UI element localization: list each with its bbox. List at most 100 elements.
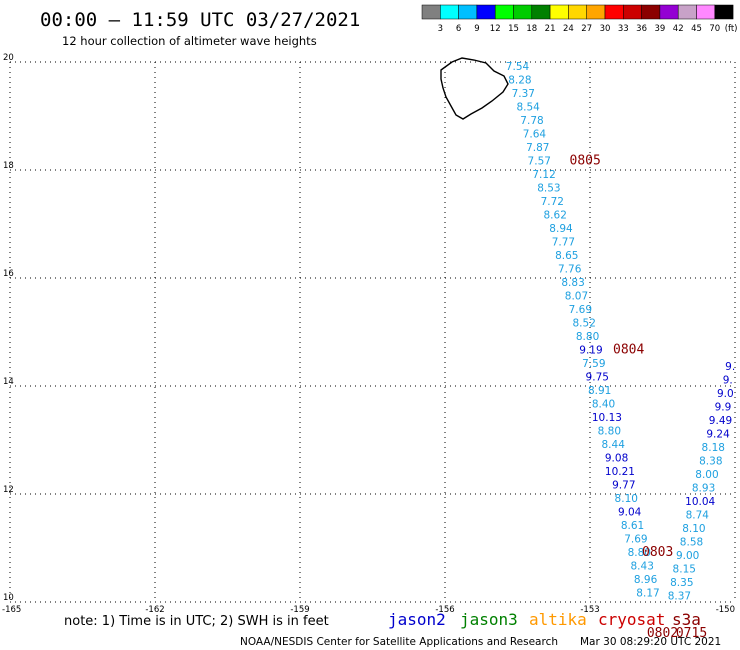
chart-subtitle: 12 hour collection of altimeter wave hei… (62, 34, 317, 48)
wave-height-point: 9.19 (579, 345, 602, 357)
satellite-legend: jason2 jason3 altika cryosat s3a (388, 610, 701, 629)
y-tick-label: 10 (3, 593, 14, 603)
color-swatch-label: 45 (691, 24, 702, 34)
wave-height-point: 7.54 (506, 61, 530, 73)
y-axis-ticks: 10 12 14 16 18 20 (3, 53, 14, 603)
color-swatch-label: 12 (490, 24, 501, 34)
color-swatch (513, 4, 533, 20)
satellite-name-cryosat: cryosat (598, 610, 665, 629)
wave-height-point: 8.28 (508, 75, 531, 87)
wave-height-point: 8.65 (555, 250, 578, 262)
color-swatch-label: 33 (618, 24, 629, 34)
wave-height-point: 9.24 (706, 428, 730, 440)
color-swatch (641, 4, 661, 20)
wave-height-point: 8.43 (631, 561, 654, 573)
wave-height-point: 7.59 (582, 358, 605, 370)
wave-height-point: 9.0 (717, 388, 734, 400)
color-swatch-label: 24 (563, 24, 574, 34)
color-swatch-label: 15 (508, 24, 519, 34)
wave-height-point: 7.78 (520, 115, 543, 127)
wave-height-point: 8.80 (598, 426, 621, 438)
wave-height-point: 8.83 (561, 277, 584, 289)
pass-time-label: 0804 (613, 343, 644, 358)
x-tick-label: -165 (2, 605, 21, 615)
wave-height-point: 8.91 (588, 385, 611, 397)
y-tick-label: 18 (3, 161, 14, 171)
wave-height-point: 9.75 (586, 372, 609, 384)
wave-height-point: 8.61 (621, 520, 644, 532)
wave-height-point: 8.52 (573, 318, 596, 330)
pass-time-label: 0805 (570, 154, 601, 169)
wave-height-point: 8.35 (670, 577, 693, 589)
color-swatch (714, 4, 734, 20)
x-axis-ticks: -165 -162 -159 -156 -153 -150 (2, 605, 735, 615)
satellite-name-jason3: jason3 (460, 610, 518, 629)
satellite-name-jason2: jason2 (388, 610, 446, 629)
wave-height-point: 8.80 (628, 547, 651, 559)
color-swatch (531, 4, 551, 20)
y-tick-label: 20 (3, 53, 14, 63)
wave-height-point: 8.44 (602, 439, 626, 451)
wave-height-point: 9.04 (618, 507, 642, 519)
footer-credit: NOAA/NESDIS Center for Satellite Applica… (240, 636, 558, 648)
color-swatch-label: 6 (456, 24, 461, 34)
wave-height-point: 8.18 (702, 442, 725, 454)
map-grid (9, 61, 736, 603)
wave-height-point: 8.17 (636, 588, 659, 600)
wave-height-point: 8.58 (680, 536, 703, 548)
wave-height-point: 9.00 (676, 550, 699, 562)
satellite-name-altika: altika (529, 610, 587, 629)
y-tick-label: 12 (3, 485, 14, 495)
wave-height-point: 7.12 (532, 169, 555, 181)
color-swatch-label: 18 (526, 24, 537, 34)
color-swatch (458, 4, 478, 20)
wave-height-point: 9.49 (709, 415, 732, 427)
footer-timestamp: Mar 30 08:29:20 UTC 2021 (580, 636, 721, 648)
wave-height-point: 8.93 (692, 482, 715, 494)
color-scale-legend: 3 6 9 12 15 18 21 24 27 30 33 36 39 42 45 70 (ft) (421, 4, 738, 34)
wave-height-point: 8.96 (634, 574, 658, 586)
pass-time-label: 0802 (647, 626, 678, 641)
x-tick-label: -159 (290, 605, 309, 615)
wave-height-point: 7.57 (528, 156, 551, 168)
wave-height-point: 8.07 (565, 291, 588, 303)
pass-time-label: 0715 (676, 626, 707, 641)
wave-height-point: 9.9 (715, 401, 732, 413)
color-swatch-label: 39 (654, 24, 665, 34)
color-scale-unit: (ft) (725, 24, 738, 34)
wave-height-point: 8.53 (537, 183, 560, 195)
color-swatch (494, 4, 514, 20)
wave-height-point: 7.69 (569, 304, 592, 316)
wave-height-point: 8.10 (615, 493, 638, 505)
x-tick-label: -150 (716, 605, 735, 615)
color-swatch (549, 4, 569, 20)
wave-height-point: 8.37 (668, 590, 691, 602)
wave-height-point: 8.40 (592, 399, 615, 411)
color-swatch-label: 42 (673, 24, 684, 34)
wave-height-point: 7.64 (523, 129, 547, 141)
pass-time-label: 0803 (642, 545, 673, 560)
wave-height-point: 8.94 (549, 223, 573, 235)
color-swatch-label: 70 (709, 24, 720, 34)
color-swatch (568, 4, 587, 20)
wave-height-point: 7.76 (558, 264, 582, 276)
color-swatch (677, 4, 697, 20)
wave-height-point: 8.00 (695, 469, 718, 481)
color-swatch (440, 4, 459, 20)
color-swatch-label: 3 (438, 24, 443, 34)
wave-height-point: 9.08 (605, 453, 628, 465)
wave-height-point: 7.69 (624, 534, 647, 546)
wave-height-point: 8.74 (686, 509, 710, 521)
x-tick-label: -153 (580, 605, 599, 615)
wave-height-point: 7.77 (552, 237, 575, 249)
wave-height-point: 10.21 (605, 466, 635, 478)
x-tick-label: -156 (435, 605, 454, 615)
wave-height-point: 8.54 (516, 102, 540, 114)
chart-title: 00:00 – 11:59 UTC 03/27/2021 (40, 9, 360, 31)
wave-height-point: 9. (725, 361, 735, 373)
color-swatch (696, 4, 716, 20)
color-swatch-label: 30 (600, 24, 611, 34)
